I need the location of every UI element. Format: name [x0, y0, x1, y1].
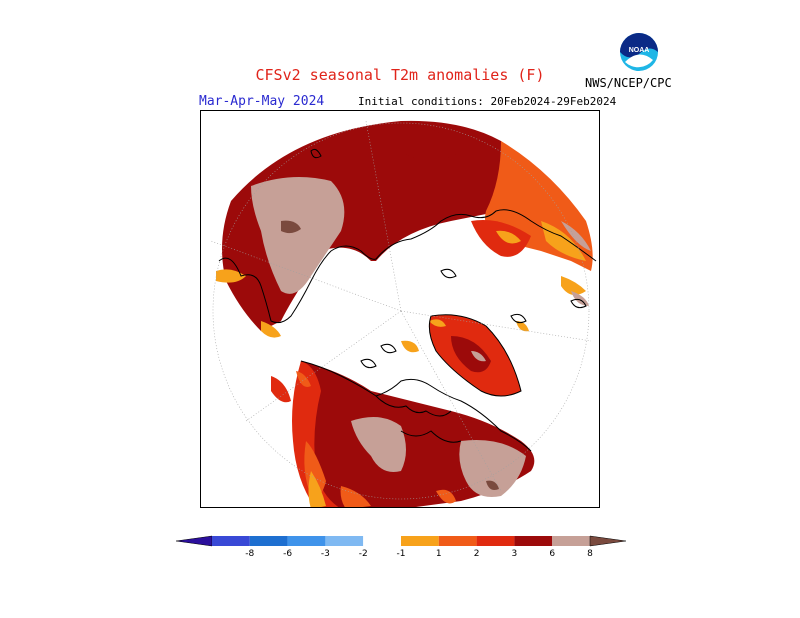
legend-bin	[552, 536, 590, 546]
colorbar-svg: -8 -6 -3 -2 -1 1 2 3 6 8	[175, 535, 627, 559]
legend-colorbar: -8 -6 -3 -2 -1 1 2 3 6 8	[175, 535, 627, 565]
legend-bin	[514, 536, 553, 546]
legend-tick-label: 6	[549, 549, 555, 559]
legend-tick-label: -2	[359, 549, 368, 559]
legend-bin-low	[175, 535, 213, 547]
legend-tick-label: -6	[283, 549, 292, 559]
legend-bin	[438, 536, 477, 546]
legend-tick-label: 1	[436, 549, 442, 559]
map-title: CFSv2 seasonal T2m anomalies (F)	[255, 66, 545, 84]
anomaly-shading	[216, 120, 593, 507]
legend-tick-label: 3	[512, 549, 518, 559]
coastlines	[218, 148, 597, 452]
legend-bin	[287, 536, 326, 546]
agency-label: NWS/NCEP/CPC	[585, 76, 672, 90]
legend-bin	[401, 536, 439, 546]
legend-tick-label: -8	[245, 549, 254, 559]
legend-bin-high	[589, 535, 627, 547]
legend-tick-label: 2	[474, 549, 480, 559]
legend-bin	[325, 536, 364, 546]
legend-tick-label: -3	[321, 549, 330, 559]
legend-tick-label: -1	[397, 549, 406, 559]
legend-bin	[212, 536, 250, 546]
graticule	[210, 120, 592, 500]
polar-map	[200, 110, 600, 508]
noaa-logo: NOAA	[619, 32, 659, 72]
legend-bin	[476, 536, 515, 546]
initial-conditions-label: Initial conditions: 20Feb2024-29Feb2024	[358, 95, 617, 108]
logo-lettering: NOAA	[629, 47, 650, 54]
season-label: Mar-Apr-May 2024	[199, 94, 325, 109]
legend-bin	[249, 536, 288, 546]
legend-bin	[363, 536, 401, 546]
legend-tick-label: 8	[587, 549, 593, 559]
